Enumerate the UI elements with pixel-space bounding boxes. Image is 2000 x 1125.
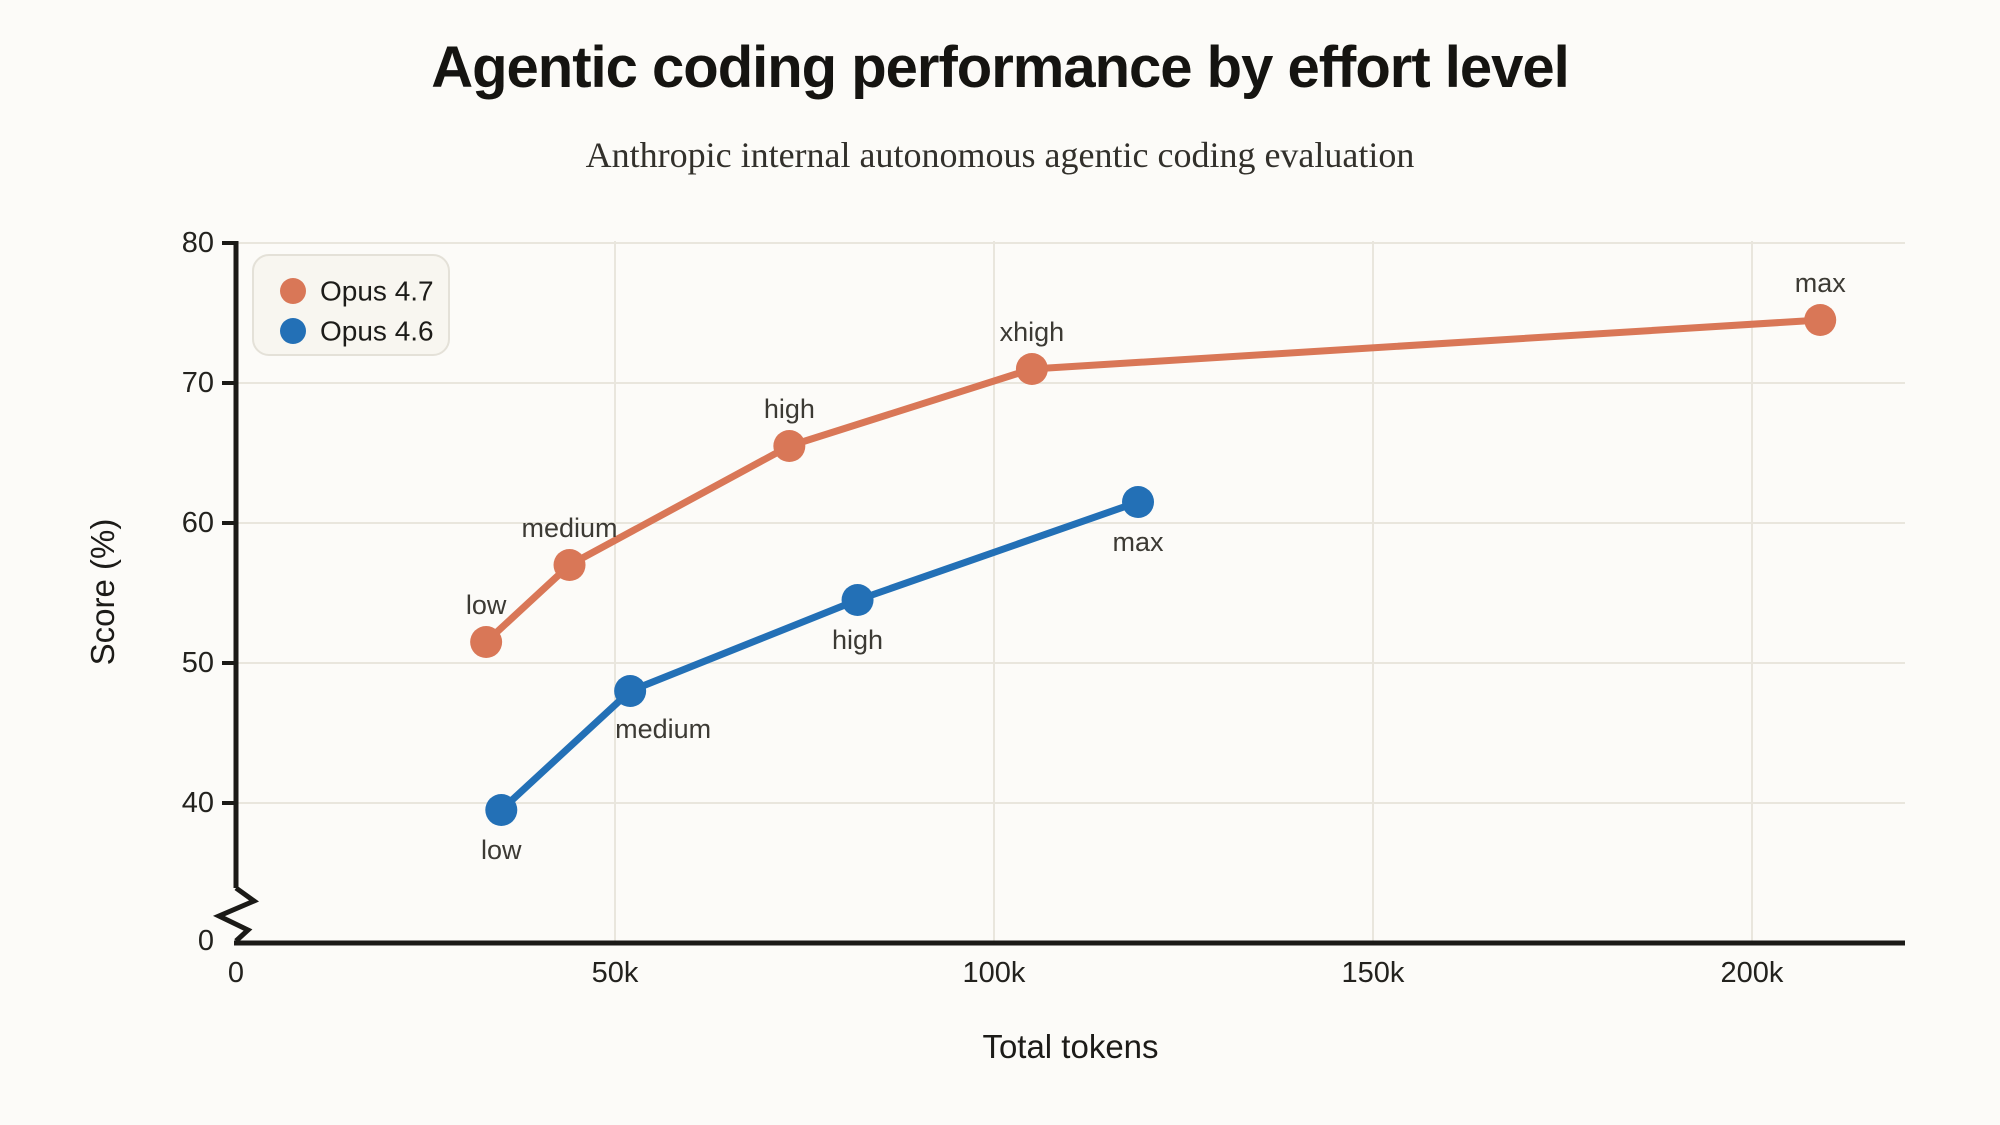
data-point	[553, 549, 586, 581]
point-label: low	[466, 590, 507, 620]
point-label: xhigh	[1000, 317, 1065, 347]
x-tick-label: 0	[228, 957, 244, 989]
y-tick-label: 40	[182, 787, 214, 819]
y-axis-break	[212, 885, 260, 943]
series-line	[482, 316, 1824, 646]
point-label: high	[832, 625, 883, 655]
y-tick-label: 80	[182, 227, 214, 259]
chart-title: Agentic coding performance by effort lev…	[431, 35, 1570, 100]
x-tick-label: 100k	[963, 957, 1026, 989]
legend-label: Opus 4.7	[320, 276, 434, 307]
y-tick-label: 50	[182, 647, 214, 679]
data-point	[841, 584, 874, 616]
point-label: medium	[615, 714, 711, 744]
x-tick-label: 150k	[1342, 957, 1405, 989]
series-line	[497, 498, 1142, 814]
data-point	[470, 626, 503, 658]
legend-swatch	[280, 318, 306, 344]
y-tick-label: 0	[198, 925, 214, 957]
point-label: high	[764, 394, 815, 424]
data-point	[1015, 353, 1048, 385]
point-label: medium	[522, 513, 618, 543]
data-point	[773, 430, 806, 462]
data-point	[1122, 486, 1155, 518]
x-tick-label: 200k	[1721, 957, 1784, 989]
point-label: max	[1113, 527, 1165, 557]
chart-subtitle: Anthropic internal autonomous agentic co…	[585, 135, 1415, 175]
data-point	[485, 794, 518, 826]
point-label: low	[481, 835, 522, 865]
data-point	[1804, 304, 1837, 336]
x-tick-label: 50k	[592, 957, 639, 989]
point-label: max	[1795, 268, 1847, 298]
y-tick-label: 70	[182, 367, 214, 399]
legend-swatch	[280, 278, 306, 304]
y-tick-label: 60	[182, 507, 214, 539]
x-axis-title: Total tokens	[982, 1028, 1159, 1065]
data-point	[614, 675, 647, 707]
legend-label: Opus 4.6	[320, 316, 434, 347]
